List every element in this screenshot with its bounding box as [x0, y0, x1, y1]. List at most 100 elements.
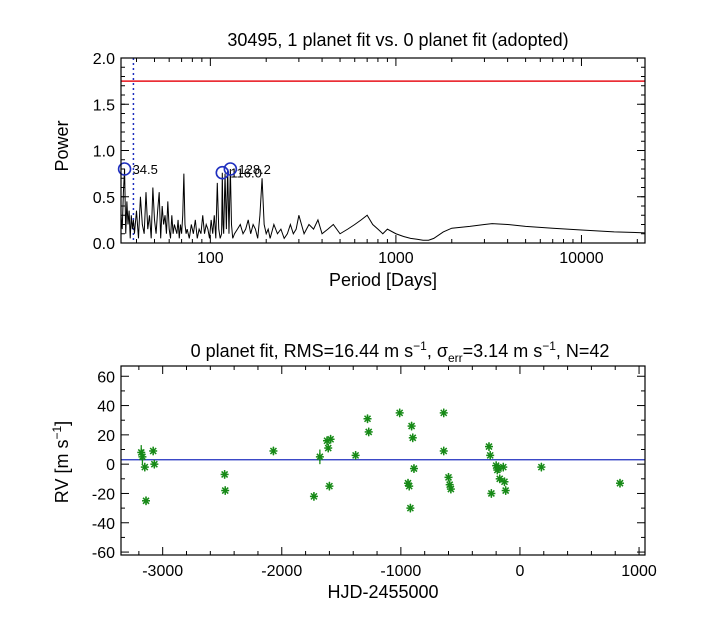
rv-marker-d2: [150, 460, 158, 468]
rv-point: [407, 421, 416, 431]
rv-marker-d2: [408, 422, 416, 430]
rv-marker-d2: [396, 409, 404, 417]
y-tick-label: 2.0: [93, 51, 115, 68]
rv-marker-d2: [440, 409, 448, 417]
rv-point: [484, 442, 493, 451]
rv-marker-d2: [221, 470, 229, 478]
rv-marker-d2: [363, 415, 372, 423]
rv-marker-d2: [141, 463, 149, 471]
rv-marker-d2: [616, 479, 624, 487]
x-tick-label: 1000: [378, 250, 414, 267]
rv-point: [325, 481, 334, 491]
rv-marker-d2: [149, 447, 157, 455]
rv-marker-d2: [440, 447, 448, 455]
rv-point: [142, 496, 151, 506]
periodogram-y-ticks: 0.0 0.5 1.0 1.5 2.0: [93, 51, 645, 253]
rv-point: [495, 474, 504, 484]
periodogram-title: 30495, 1 planet fit vs. 0 planet fit (ad…: [227, 30, 568, 50]
rv-point: [409, 464, 418, 473]
peak-marker-34.5: [117, 162, 132, 176]
rv-title: 0 planet fit, RMS=16.44 m s−1, σerr=3.14…: [191, 339, 610, 365]
periodogram-x-label: Period [Days]: [329, 270, 437, 290]
rv-marker-d2: [142, 497, 150, 505]
rv-point: [138, 449, 147, 465]
rv-marker-d2: [502, 487, 510, 495]
rv-marker-d2: [406, 504, 414, 512]
rv-point: [439, 446, 448, 456]
rv-point: [395, 408, 404, 418]
y-tick-label: 1.5: [93, 97, 115, 114]
rv-point: [140, 462, 149, 472]
rv-point: [486, 450, 495, 460]
y-tick-label: 0: [106, 457, 115, 474]
rv-marker-d2: [409, 434, 417, 442]
rv-marker-d2: [138, 453, 146, 461]
rv-marker-d2: [310, 492, 318, 500]
rv-point: [324, 443, 333, 453]
rv-point: [269, 446, 278, 456]
periodogram-axes-frame: [120, 57, 646, 244]
x-tick-label: 100: [197, 250, 224, 267]
periodogram-series: [120, 168, 646, 241]
rv-point: [487, 489, 496, 498]
x-tick-label: -2000: [261, 563, 302, 580]
rv-point: [221, 486, 230, 495]
rv-marker-d2: [327, 435, 335, 443]
rv-point: [500, 477, 509, 487]
rv-y-label: RV [m s−1]: [50, 421, 72, 503]
rv-point: [405, 481, 414, 491]
rv-marker-d2: [496, 475, 504, 483]
rv-point: [351, 450, 360, 460]
rv-point: [501, 486, 510, 495]
periodogram-y-label: Power: [52, 120, 72, 171]
y-tick-label: 0.0: [93, 236, 115, 253]
rv-marker-d2: [316, 453, 324, 461]
rv-marker-d2: [365, 428, 373, 436]
rv-panel: 0 planet fit, RMS=16.44 m s−1, σerr=3.14…: [50, 339, 657, 602]
rv-y-ticks: -60 -40 -20 0 20 40 60: [92, 369, 645, 562]
rv-marker-d2: [324, 444, 332, 452]
rv-point: [326, 434, 335, 444]
rv-point: [364, 427, 373, 437]
y-tick-label: 0.5: [93, 190, 115, 207]
rv-marker-d2: [499, 463, 507, 471]
rv-point: [406, 503, 415, 513]
x-tick-label: -3000: [142, 563, 183, 580]
rv-points: [137, 408, 624, 513]
y-tick-label: 40: [97, 399, 115, 416]
peak-marker-116.0: [215, 165, 230, 180]
rv-marker-d2: [221, 487, 229, 495]
x-tick-label: 0: [516, 563, 525, 580]
rv-point: [149, 446, 158, 456]
rv-point: [309, 492, 318, 501]
peak-label-34.5: 34.5: [133, 162, 158, 177]
rv-point: [439, 408, 448, 418]
rv-point: [499, 462, 508, 472]
periodogram-line: [120, 168, 646, 241]
rv-point: [363, 414, 372, 424]
rv-marker-d2: [269, 447, 277, 455]
rv-point: [537, 462, 546, 472]
rv-x-ticks: -3000 -2000 -1000 0 1000: [138, 366, 657, 580]
rv-marker-d2: [444, 473, 453, 481]
periodogram-x-ticks: 100 1000 10000: [136, 58, 638, 267]
rv-point: [446, 484, 455, 494]
rv-marker-d2: [352, 451, 360, 459]
rv-marker-d2: [325, 482, 333, 490]
rv-point: [444, 472, 453, 482]
y-tick-label: -20: [92, 486, 115, 503]
rv-axes-frame: [120, 365, 646, 556]
rv-marker-d2: [486, 451, 494, 459]
x-tick-label: 1000: [621, 563, 657, 580]
rv-marker-d2: [537, 463, 545, 471]
y-tick-label: 20: [97, 428, 115, 445]
x-tick-label: 10000: [559, 250, 604, 267]
rv-marker-d2: [404, 479, 412, 487]
rv-marker-d2: [405, 482, 413, 490]
rv-marker-d2: [410, 465, 418, 473]
rv-point: [615, 478, 624, 488]
peak-label-128.2: 128.2: [238, 162, 271, 177]
y-tick-label: -40: [92, 516, 115, 533]
